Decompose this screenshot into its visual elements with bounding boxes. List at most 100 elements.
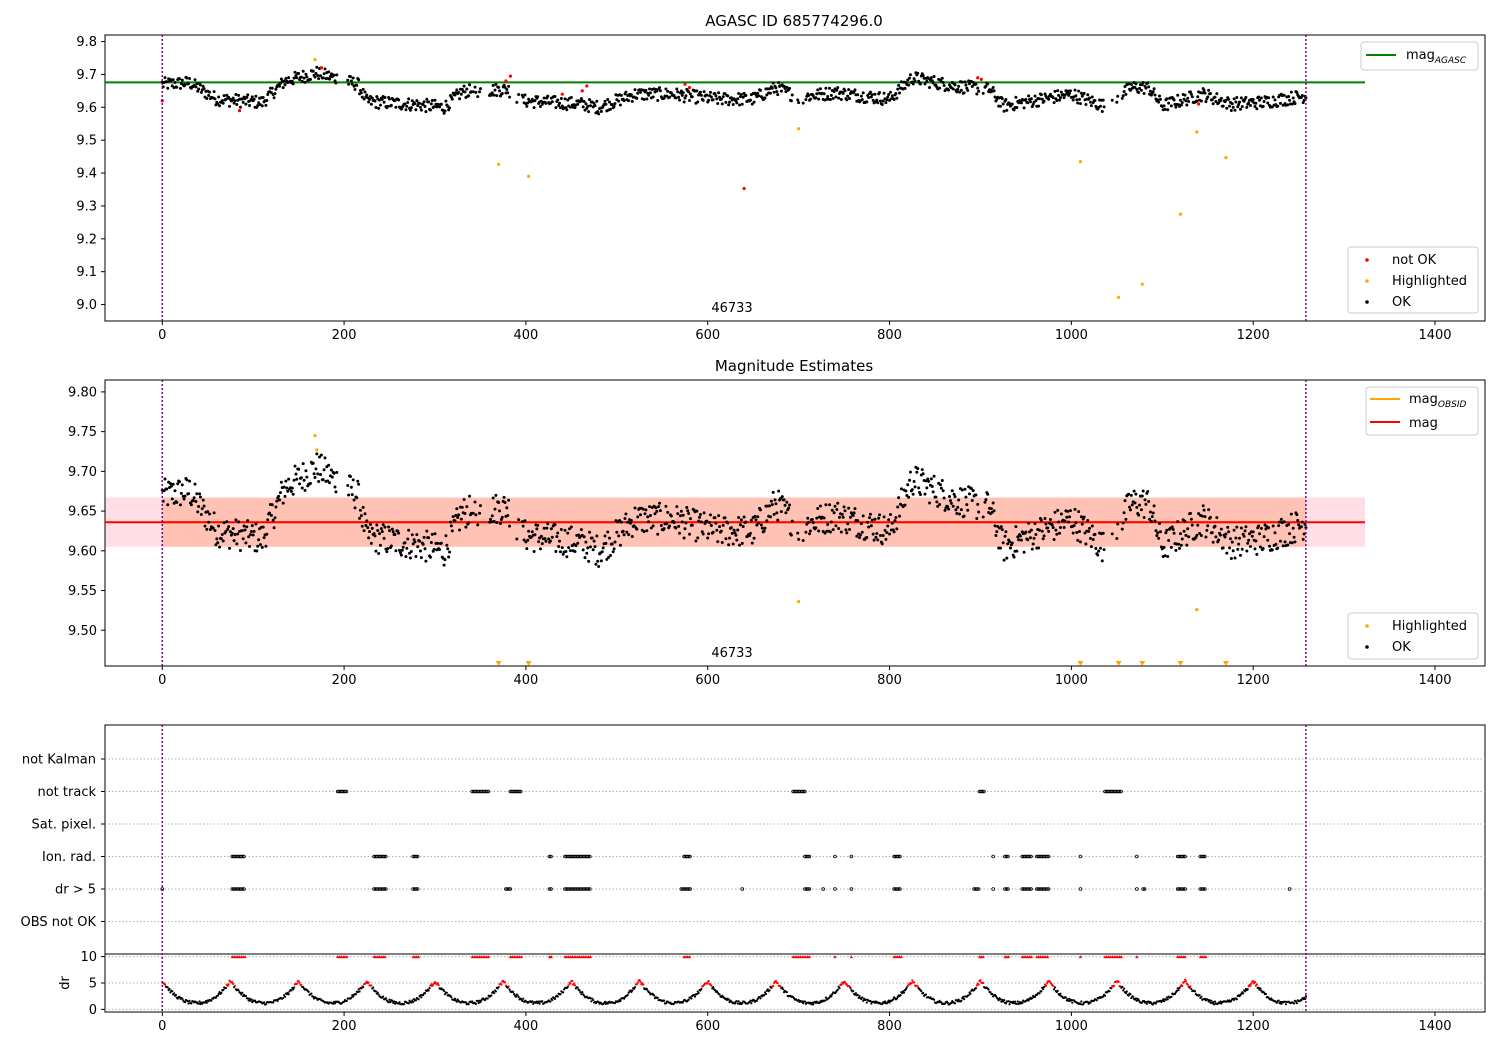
ok-point bbox=[1254, 539, 1258, 543]
dr-point bbox=[1162, 1000, 1166, 1003]
dr-point bbox=[768, 989, 771, 992]
axis-label-y: dr bbox=[58, 976, 73, 990]
flag-mark bbox=[415, 887, 420, 891]
ok-point bbox=[419, 556, 423, 560]
dr-point bbox=[307, 990, 310, 993]
ok-point bbox=[382, 536, 386, 540]
ok-point bbox=[1297, 523, 1301, 527]
ok-point bbox=[227, 525, 231, 529]
y-tick-label: 10 bbox=[80, 950, 97, 965]
dr-point bbox=[168, 987, 171, 990]
ok-point bbox=[1156, 98, 1160, 102]
dr-point bbox=[283, 995, 287, 998]
ok-point bbox=[911, 82, 915, 86]
ok-point bbox=[629, 519, 633, 523]
ok-point bbox=[581, 105, 585, 109]
ok-point bbox=[647, 93, 651, 97]
ok-point bbox=[548, 539, 552, 543]
ok-point bbox=[522, 538, 526, 542]
dr-point bbox=[1198, 993, 1201, 997]
ok-point bbox=[362, 529, 366, 533]
ok-point bbox=[386, 547, 390, 551]
dr-point bbox=[979, 979, 982, 982]
ok-point bbox=[301, 69, 305, 73]
ok-point bbox=[419, 108, 423, 112]
ok-point bbox=[493, 88, 497, 92]
dr-point bbox=[1300, 999, 1303, 1002]
ok-point bbox=[564, 549, 568, 553]
ok-point bbox=[427, 100, 431, 104]
ok-point bbox=[497, 501, 501, 505]
ok-point bbox=[559, 527, 563, 531]
ok-point bbox=[1172, 531, 1176, 535]
dr-point bbox=[636, 981, 639, 984]
ok-point bbox=[1014, 525, 1018, 529]
dr-point bbox=[187, 1002, 190, 1005]
ok-point bbox=[425, 97, 429, 101]
ok-point bbox=[423, 547, 427, 551]
ok-point bbox=[1082, 515, 1086, 519]
ok-point bbox=[1071, 98, 1075, 102]
ok-point bbox=[774, 86, 778, 90]
ok-point bbox=[847, 506, 851, 510]
ok-point bbox=[1090, 95, 1094, 99]
highlighted-point bbox=[315, 448, 319, 452]
ok-point bbox=[408, 108, 412, 112]
ok-point bbox=[840, 512, 844, 516]
ok-point bbox=[1048, 517, 1052, 521]
ok-point bbox=[163, 76, 167, 80]
ok-point bbox=[1078, 540, 1082, 544]
dr-point bbox=[1253, 981, 1257, 984]
ok-point bbox=[768, 515, 772, 519]
ok-point bbox=[993, 95, 997, 99]
flag-mark bbox=[833, 854, 837, 859]
ok-point bbox=[913, 485, 917, 489]
dr-point bbox=[163, 983, 167, 986]
dr-point bbox=[1200, 995, 1203, 998]
ok-point bbox=[543, 537, 547, 541]
ok-point bbox=[658, 501, 662, 505]
ok-point bbox=[940, 479, 944, 483]
dr-point bbox=[750, 1002, 753, 1005]
dr-point bbox=[589, 997, 592, 1000]
ok-point bbox=[655, 509, 659, 513]
ok-point bbox=[642, 97, 646, 101]
ok-point bbox=[698, 90, 702, 94]
ok-point bbox=[896, 87, 900, 91]
ok-point bbox=[872, 538, 876, 542]
flag-mark bbox=[1141, 887, 1145, 891]
ok-point bbox=[680, 93, 684, 97]
ok-point bbox=[860, 530, 864, 534]
ok-point bbox=[291, 82, 295, 86]
ok-point bbox=[748, 531, 752, 535]
ok-point bbox=[1210, 531, 1214, 535]
dr-point bbox=[455, 1000, 458, 1003]
dr-point bbox=[1053, 986, 1057, 989]
dr-point bbox=[551, 998, 554, 1002]
dr-point bbox=[218, 990, 221, 994]
ok-point bbox=[936, 504, 940, 508]
dr-point bbox=[672, 1002, 676, 1005]
dr-point bbox=[764, 992, 768, 996]
ok-point bbox=[196, 510, 200, 514]
dr-point bbox=[895, 997, 898, 1000]
ok-point bbox=[817, 529, 821, 533]
ok-point bbox=[1158, 97, 1162, 101]
ok-point bbox=[1022, 106, 1026, 110]
ok-point bbox=[1225, 551, 1229, 555]
ok-point bbox=[448, 106, 452, 110]
ok-point bbox=[998, 546, 1002, 550]
dr-point bbox=[1250, 982, 1253, 985]
ok-point bbox=[1178, 532, 1182, 536]
ok-point bbox=[1276, 104, 1280, 108]
ok-point bbox=[1110, 532, 1114, 536]
x-tick-label: 400 bbox=[513, 328, 538, 343]
flag-row-label: OBS not OK bbox=[21, 915, 97, 930]
dr-clipped-marker bbox=[1119, 955, 1123, 959]
ok-point bbox=[762, 529, 766, 533]
ok-point bbox=[1240, 547, 1244, 551]
ok-point bbox=[881, 99, 885, 103]
dr-point bbox=[516, 994, 519, 997]
ok-point bbox=[277, 494, 281, 498]
ok-point bbox=[412, 538, 416, 542]
